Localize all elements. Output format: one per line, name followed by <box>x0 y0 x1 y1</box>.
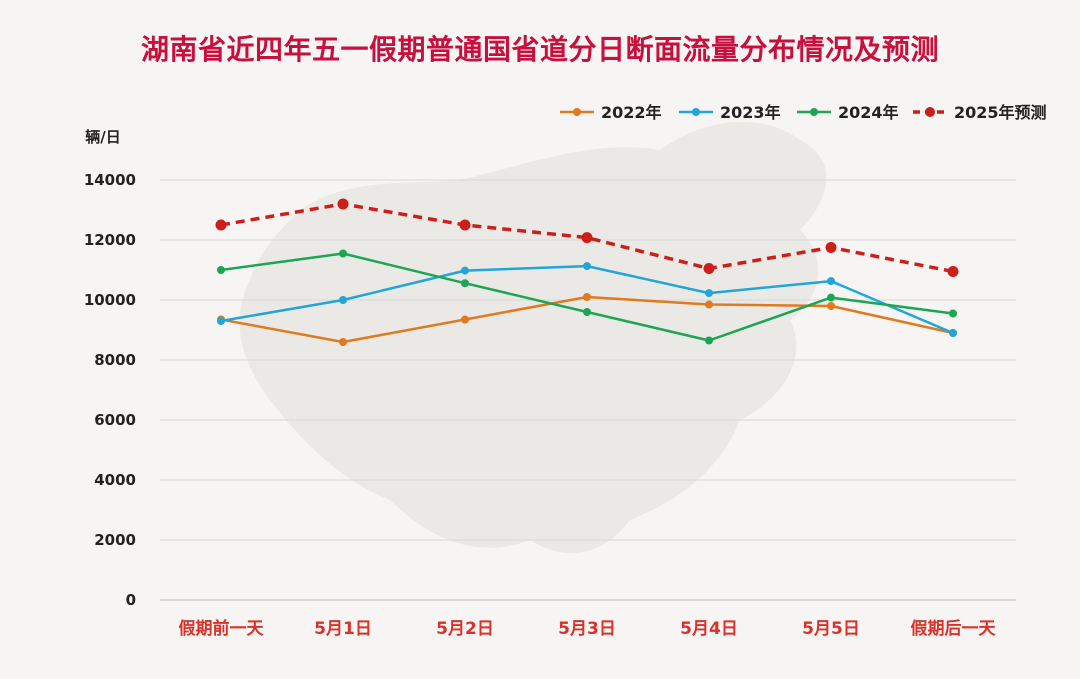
x-tick-label: 5月1日 <box>314 619 372 639</box>
data-point <box>827 277 835 286</box>
data-point <box>583 308 591 316</box>
data-point <box>703 263 715 274</box>
y-tick-label: 8000 <box>94 351 136 369</box>
data-point <box>583 293 591 301</box>
data-point <box>461 266 469 275</box>
data-point <box>459 219 471 231</box>
legend: 2022年 2023年 2024年 2025年预测 <box>560 103 1047 122</box>
legend-item: 2024年 <box>797 103 899 122</box>
x-tick-label: 5月3日 <box>558 619 616 639</box>
data-point <box>705 289 713 298</box>
y-tick-label: 6000 <box>94 411 136 429</box>
series-2 <box>217 249 957 345</box>
map-shape <box>239 121 827 554</box>
data-point <box>215 219 227 231</box>
legend-label: 2023年 <box>720 103 781 122</box>
legend-swatch-marker <box>810 108 818 116</box>
legend-label: 2022年 <box>601 103 662 122</box>
x-tick-label: 5月5日 <box>802 619 860 639</box>
data-point <box>461 315 469 324</box>
y-tick-label: 4000 <box>94 471 136 489</box>
legend-item: 2023年 <box>679 103 781 122</box>
legend-swatch-marker <box>925 107 935 117</box>
y-tick-label: 14000 <box>84 171 136 189</box>
data-point <box>949 329 957 337</box>
data-point <box>705 336 713 345</box>
data-point <box>825 242 837 253</box>
legend-label: 2024年 <box>838 103 899 122</box>
legend-item: 2022年 <box>560 103 662 122</box>
y-axis-label: 辆/日 <box>85 128 120 146</box>
data-point <box>581 232 593 244</box>
y-tick-label: 2000 <box>94 531 136 549</box>
data-point <box>461 279 469 288</box>
data-point <box>217 266 225 274</box>
data-point <box>217 317 225 325</box>
data-point <box>583 262 591 271</box>
series-3 <box>215 198 959 277</box>
legend-item: 2025年预测 <box>913 103 1047 122</box>
legend-swatch-marker <box>692 108 700 116</box>
y-tick-label: 0 <box>126 591 136 609</box>
x-tick-label: 假期后一天 <box>911 618 997 639</box>
x-tick-label: 5月2日 <box>436 619 494 639</box>
chart-title: 湖南省近四年五一假期普通国省道分日断面流量分布情况及预测 <box>140 33 939 66</box>
y-axis-ticks: 0 2000 4000 6000 8000 10000 12000 14000 <box>84 171 136 609</box>
data-point <box>339 338 347 346</box>
x-tick-label: 5月4日 <box>680 619 738 639</box>
china-map-watermark <box>239 121 827 554</box>
series-lines <box>215 198 959 346</box>
data-point <box>827 302 835 310</box>
y-tick-label: 12000 <box>84 231 136 249</box>
x-tick-label: 假期前一天 <box>179 618 265 639</box>
data-point <box>339 296 347 304</box>
data-point <box>339 249 347 258</box>
data-point <box>949 309 957 318</box>
legend-swatch-marker <box>573 108 581 116</box>
legend-label: 2025年预测 <box>954 103 1047 122</box>
data-point <box>827 293 835 302</box>
series-1 <box>217 262 957 337</box>
x-axis-ticks: 假期前一天 5月1日 5月2日 5月3日 5月4日 5月5日 假期后一天 <box>179 618 997 639</box>
data-point <box>337 198 349 210</box>
data-point <box>705 300 713 309</box>
data-point <box>947 266 959 277</box>
y-tick-label: 10000 <box>84 291 136 309</box>
